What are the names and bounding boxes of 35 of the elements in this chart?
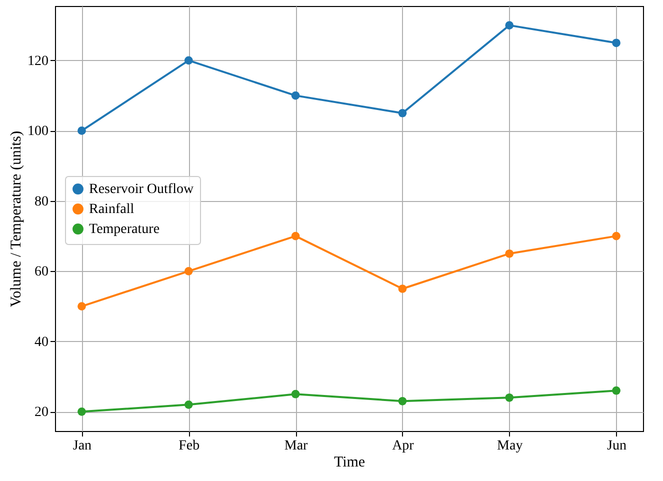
x-tick-label: May bbox=[497, 438, 523, 454]
point bbox=[505, 21, 514, 30]
point bbox=[184, 400, 193, 409]
x-tick-label: Apr bbox=[392, 438, 414, 454]
y-tick-label: 80 bbox=[34, 194, 48, 210]
point bbox=[78, 126, 86, 135]
x-tick-label: Feb bbox=[178, 438, 200, 454]
legend-label: Rainfall bbox=[89, 202, 134, 217]
legend-label: Temperature bbox=[89, 222, 160, 237]
x-tick-label: Jun bbox=[607, 438, 626, 454]
point bbox=[612, 38, 620, 48]
point bbox=[291, 390, 300, 398]
x-tick-label: Mar bbox=[284, 438, 308, 454]
point bbox=[291, 232, 300, 240]
point bbox=[398, 396, 407, 406]
point bbox=[184, 267, 193, 276]
point bbox=[505, 393, 514, 402]
point bbox=[291, 91, 300, 100]
point bbox=[78, 302, 86, 310]
x-tick-label: Jan bbox=[72, 438, 92, 454]
y-tick-label: 20 bbox=[34, 405, 48, 420]
point bbox=[78, 408, 86, 416]
point bbox=[398, 284, 407, 293]
y-tick-label: 40 bbox=[34, 334, 48, 350]
point bbox=[612, 386, 620, 395]
y-axis-title: Volume / Temperature (units) bbox=[8, 130, 24, 308]
x-axis-title: Time bbox=[334, 454, 366, 470]
y-tick-label: 120 bbox=[28, 54, 48, 69]
y-tick-label: 100 bbox=[28, 124, 48, 140]
point bbox=[398, 108, 407, 118]
y-tick-label: 60 bbox=[34, 264, 48, 280]
point bbox=[184, 56, 193, 65]
legend-label: Reservoir Outflow bbox=[89, 182, 194, 197]
point bbox=[612, 232, 620, 240]
point bbox=[505, 249, 514, 258]
